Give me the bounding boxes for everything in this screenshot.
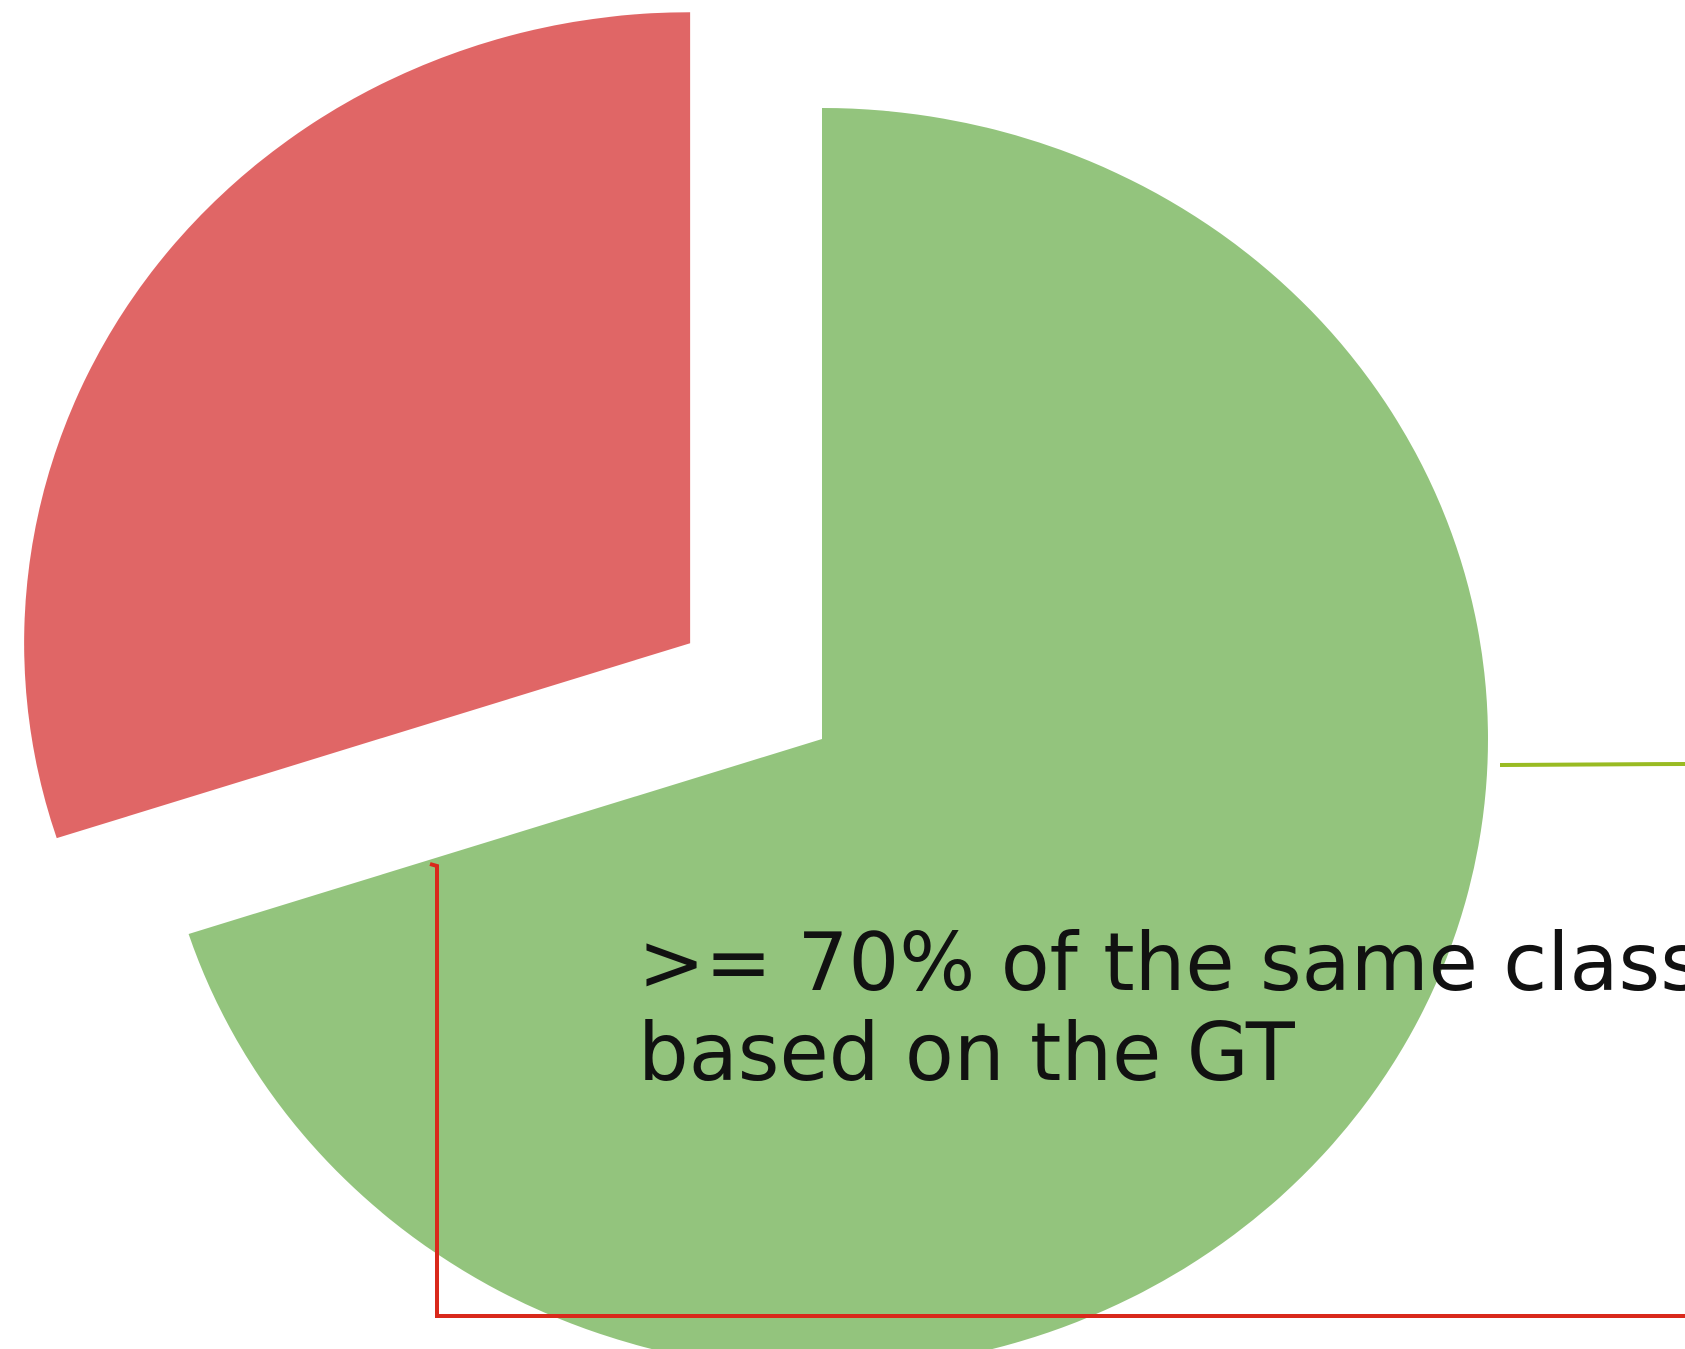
slices — [24, 12, 1488, 1349]
green-leader-line — [1499, 762, 1685, 767]
pie-slice — [24, 12, 691, 839]
red-leader-line — [429, 862, 1685, 1318]
pie-slice — [188, 108, 1488, 1349]
annotation: >= 70% of the same class — [638, 916, 1685, 1009]
annotation: based on the GT — [638, 1006, 1296, 1099]
